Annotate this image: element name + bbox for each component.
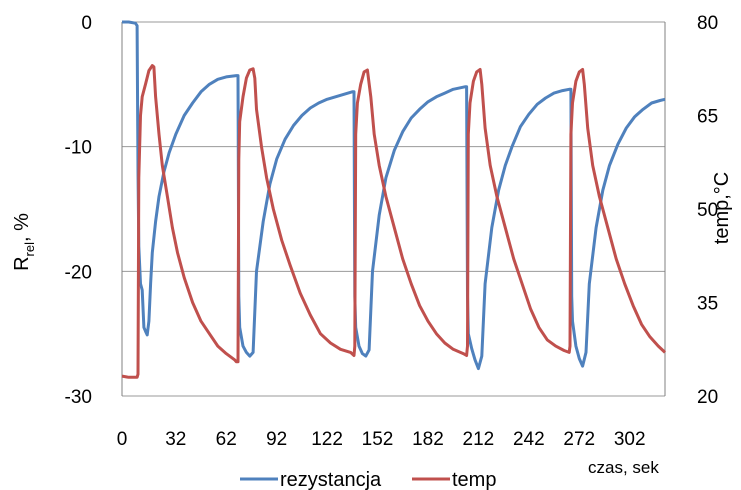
x-tick-labels: 0 32 62 92 122 152 182 212 242 272 302 — [117, 429, 646, 450]
series-line-temp — [121, 64, 667, 379]
y-left-tick-label: 0 — [81, 13, 92, 34]
x-tick-label: 122 — [311, 429, 343, 450]
y-right-axis-title: temp,°C — [711, 172, 733, 244]
legend: rezystancja temp — [240, 469, 496, 490]
y-left-title-tail: , % — [11, 213, 33, 242]
x-tick-label: 32 — [165, 429, 186, 450]
y-left-axis-title: Rrel, % — [11, 213, 37, 271]
y-left-tick-label: -10 — [65, 138, 92, 159]
y-right-tick-label: 20 — [697, 387, 718, 408]
x-tick-label: 152 — [362, 429, 394, 450]
x-tick-label: 302 — [614, 429, 646, 450]
y-left-tick-labels: 0 -10 -20 -30 — [65, 13, 92, 408]
x-tick-label: 92 — [266, 429, 287, 450]
x-axis-title: czas, sek — [588, 458, 659, 477]
x-tick-label: 272 — [563, 429, 595, 450]
legend-label-temp: temp — [452, 469, 496, 490]
series-lines — [121, 20, 667, 379]
y-left-tick-label: -20 — [65, 262, 92, 283]
x-tick-label: 62 — [216, 429, 237, 450]
y-right-tick-label: 50 — [697, 200, 718, 221]
gridlines — [122, 21, 665, 397]
y-left-title-sub: rel — [22, 242, 37, 257]
x-tick-label: 212 — [463, 429, 495, 450]
legend-label-rezystancja: rezystancja — [280, 469, 382, 490]
y-right-tick-labels: 80 65 50 35 20 — [697, 13, 718, 408]
y-left-tick-label: -30 — [65, 387, 92, 408]
y-right-tick-label: 80 — [697, 13, 718, 34]
y-right-tick-label: 35 — [697, 294, 718, 315]
x-tick-label: 0 — [117, 429, 128, 450]
axes — [121, 22, 666, 396]
y-right-tick-label: 65 — [697, 107, 718, 128]
x-tick-label: 242 — [513, 429, 545, 450]
y-left-title-main: R — [11, 256, 33, 270]
x-tick-label: 182 — [412, 429, 444, 450]
